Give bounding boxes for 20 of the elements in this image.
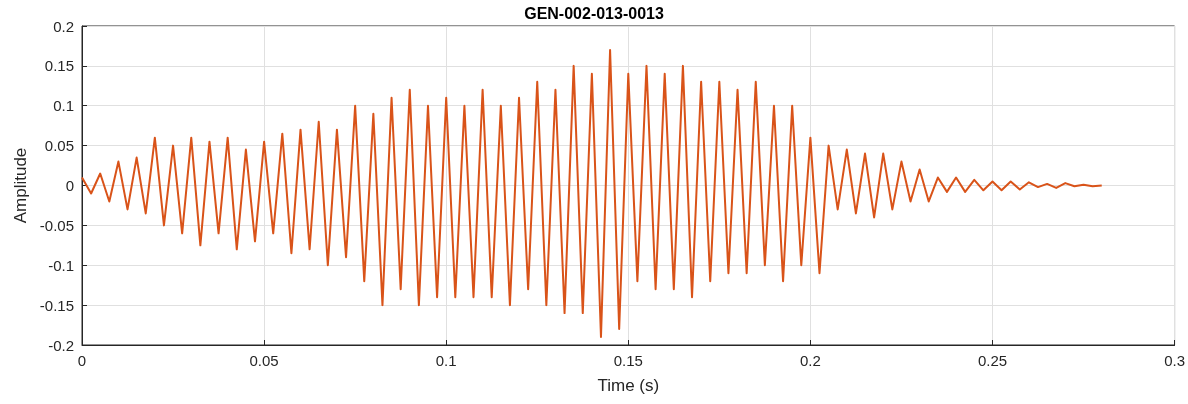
y-tick-label: 0.05 <box>44 137 74 155</box>
x-axis-title: Time (s) <box>597 376 660 395</box>
x-tick-label: 0.25 <box>977 352 1008 369</box>
x-tick-label: 0.3 <box>1164 352 1185 369</box>
y-tick-label: -0.15 <box>39 296 74 314</box>
x-tick-label: 0.15 <box>613 352 643 369</box>
y-tick-label: 0.1 <box>53 97 74 115</box>
x-tick-label: 0 <box>77 352 87 369</box>
x-tick-label: 0.2 <box>799 352 821 369</box>
y-tick-label: -0.1 <box>48 256 74 274</box>
y-tick-label: 0.15 <box>44 57 74 75</box>
line-series <box>81 48 1103 339</box>
y-tick-label: 0 <box>65 177 74 194</box>
x-tick-label: 0.05 <box>249 352 279 369</box>
y-axis-title: Amplitude <box>10 147 30 224</box>
y-tick-label: -0.2 <box>48 336 74 354</box>
x-tick-label: 0.1 <box>435 352 457 369</box>
y-tick-label: 0.2 <box>53 17 74 35</box>
chart-title: GEN-002-013-0013 <box>524 4 664 22</box>
y-tick-label: -0.05 <box>39 216 74 234</box>
